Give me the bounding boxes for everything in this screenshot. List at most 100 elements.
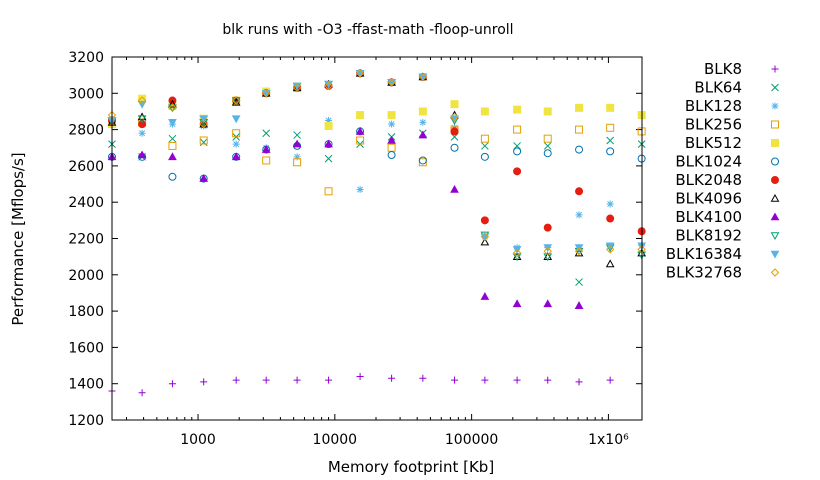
legend-marker-blk1024 bbox=[771, 157, 779, 166]
point-blk256 bbox=[575, 125, 584, 134]
point-blk4100 bbox=[355, 126, 365, 135]
legend-item-blk128: BLK128 bbox=[685, 97, 779, 115]
point-blk128 bbox=[388, 120, 396, 128]
point-blk8 bbox=[606, 376, 614, 384]
legend-marker-blk4096 bbox=[770, 193, 780, 202]
point-blk1024 bbox=[387, 151, 396, 160]
point-blk8 bbox=[325, 376, 333, 384]
x-axis-label: Memory footprint [Kb] bbox=[328, 458, 494, 476]
point-blk64 bbox=[481, 142, 489, 150]
point-blk512 bbox=[324, 121, 333, 130]
legend-item-blk8: BLK8 bbox=[704, 60, 779, 78]
point-blk2048 bbox=[138, 120, 147, 129]
legend-marker-blk2048 bbox=[771, 176, 779, 184]
point-blk128 bbox=[138, 129, 146, 137]
legend-item-blk8192: BLK8192 bbox=[675, 227, 780, 245]
legend-item-blk32768: BLK32768 bbox=[666, 264, 780, 282]
x-tick-label: 100000 bbox=[445, 432, 498, 448]
point-blk1024 bbox=[418, 156, 427, 165]
point-blk2048 bbox=[606, 214, 615, 223]
point-blk1024 bbox=[543, 149, 552, 158]
point-blk8 bbox=[356, 372, 364, 380]
point-blk4100 bbox=[574, 301, 584, 309]
point-blk4100 bbox=[292, 139, 302, 148]
legend-marker-blk256 bbox=[771, 120, 779, 129]
y-tick-label: 1800 bbox=[68, 304, 104, 320]
point-blk512 bbox=[387, 111, 396, 120]
point-blk2048 bbox=[575, 187, 584, 196]
legend-item-blk64: BLK64 bbox=[694, 79, 779, 97]
point-blk32768 bbox=[231, 96, 241, 105]
point-blk512 bbox=[543, 107, 552, 116]
legend-label: BLK256 bbox=[685, 116, 742, 134]
legend-item-blk16384: BLK16384 bbox=[666, 245, 780, 263]
legend-label: BLK16384 bbox=[666, 245, 742, 263]
legend-item-blk512: BLK512 bbox=[685, 134, 779, 152]
point-blk128 bbox=[575, 211, 583, 219]
point-blk8 bbox=[168, 380, 176, 388]
legend-label: BLK1024 bbox=[675, 153, 742, 171]
point-blk4100 bbox=[418, 130, 428, 139]
point-blk1024 bbox=[450, 143, 459, 152]
legend-item-blk1024: BLK1024 bbox=[675, 153, 779, 171]
legend: BLK8BLK64BLK128BLK256BLK512BLK1024BLK204… bbox=[666, 60, 780, 282]
point-blk64 bbox=[293, 131, 301, 139]
point-blk4100 bbox=[137, 150, 147, 159]
legend-label: BLK4100 bbox=[675, 208, 742, 226]
point-blk512 bbox=[450, 100, 459, 109]
point-blk8 bbox=[419, 374, 427, 382]
point-blk32768 bbox=[450, 112, 459, 122]
legend-marker-blk8 bbox=[771, 65, 779, 73]
legend-marker-blk16384 bbox=[770, 250, 780, 259]
data-points bbox=[107, 68, 647, 397]
point-blk512 bbox=[418, 107, 427, 116]
point-blk256 bbox=[480, 134, 489, 143]
point-blk8 bbox=[232, 376, 240, 384]
point-blk8 bbox=[544, 376, 552, 384]
y-tick-label: 2800 bbox=[68, 123, 104, 139]
point-blk32768 bbox=[137, 96, 147, 105]
point-blk2048 bbox=[513, 167, 522, 176]
point-blk32768 bbox=[512, 248, 522, 258]
point-blk128 bbox=[325, 117, 333, 125]
plot-frame bbox=[111, 56, 643, 421]
chart-title: blk runs with -O3 -ffast-math -floop-unr… bbox=[222, 22, 513, 38]
point-blk256 bbox=[324, 187, 333, 196]
point-blk64 bbox=[575, 278, 583, 286]
legend-marker-blk8192 bbox=[770, 232, 780, 241]
y-tick-label: 3000 bbox=[68, 86, 104, 102]
point-blk256 bbox=[199, 136, 208, 145]
y-tick-label: 1600 bbox=[68, 340, 104, 356]
point-blk64 bbox=[199, 138, 208, 147]
legend-marker-blk128 bbox=[771, 102, 779, 110]
point-blk256 bbox=[356, 136, 365, 145]
legend-label: BLK2048 bbox=[675, 171, 742, 189]
point-blk4100 bbox=[480, 292, 490, 300]
y-tick-label: 2600 bbox=[68, 159, 104, 175]
legend-label: BLK4096 bbox=[675, 190, 742, 208]
point-blk8 bbox=[451, 376, 459, 384]
x-tick-label: 1000 bbox=[180, 432, 216, 448]
point-blk256 bbox=[513, 125, 522, 134]
legend-marker-blk64 bbox=[771, 83, 779, 92]
y-axis-label: Performance [Mflops/s] bbox=[9, 152, 27, 325]
y-tick-label: 1200 bbox=[68, 413, 104, 429]
point-blk256 bbox=[606, 123, 615, 132]
y-tick-label: 2000 bbox=[68, 268, 104, 284]
point-blk32768 bbox=[199, 119, 208, 129]
point-blk1024 bbox=[168, 172, 177, 181]
point-blk8 bbox=[388, 374, 396, 382]
point-blk32768 bbox=[418, 72, 428, 82]
point-blk256 bbox=[543, 134, 552, 143]
y-tick-label: 2400 bbox=[68, 195, 104, 211]
point-blk32768 bbox=[168, 103, 177, 113]
point-blk64 bbox=[324, 154, 333, 163]
point-blk32768 bbox=[543, 246, 552, 256]
point-blk4096 bbox=[168, 99, 177, 108]
point-blk4100 bbox=[324, 139, 333, 148]
y-tick-label: 2200 bbox=[68, 232, 104, 248]
legend-label: BLK8192 bbox=[675, 227, 742, 245]
point-blk8 bbox=[513, 376, 521, 384]
